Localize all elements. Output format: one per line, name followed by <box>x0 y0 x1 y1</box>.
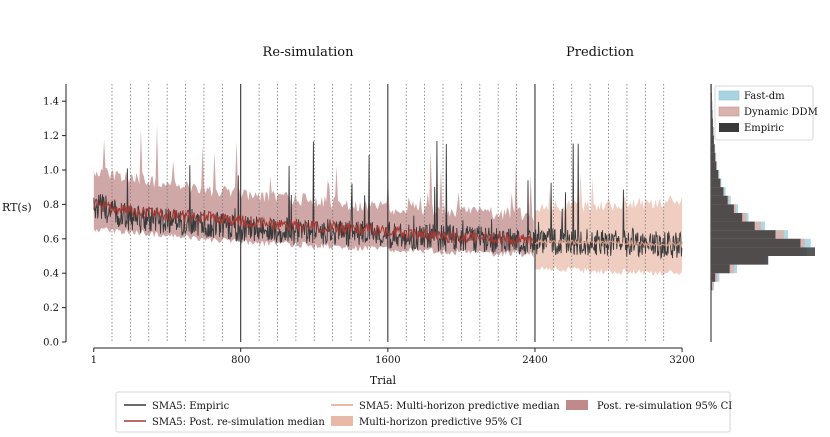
legend-item-pred-ci: Multi-horizon predictive 95% CI <box>331 416 522 428</box>
legend-swatch-resim-ci <box>566 400 588 410</box>
legend-item-pred-median: SMA5: Multi-horizon predictive median <box>331 401 560 412</box>
marginal-bar-empiric-20 <box>711 109 713 119</box>
marginal-bar-empiric-8 <box>711 213 743 222</box>
legend-label-resim-median: SMA5: Post. re-simulation median <box>152 417 325 428</box>
marginal-bar-dynamic_ddm-0 <box>711 281 714 291</box>
x-tick-label-3: 2400 <box>522 355 547 366</box>
series-line-2 <box>534 237 683 248</box>
legend-item-resim-ci: Post. re-simulation 95% CI <box>566 400 732 412</box>
marginal-bar-empiric-21 <box>711 101 713 110</box>
legend-label-resim-ci: Post. re-simulation 95% CI <box>597 401 732 412</box>
legend-swatch-pred-ci <box>331 416 353 426</box>
marginal-bar-empiric-16 <box>711 144 715 153</box>
marginal-bar-empiric-19 <box>711 118 713 127</box>
x-tick-label-1: 800 <box>231 355 250 366</box>
marginal-bar-empiric-13 <box>711 170 719 179</box>
marginal-bar-empiric-14 <box>711 161 717 170</box>
x-tick-label-4: 3200 <box>669 355 694 366</box>
y-tick-label-1: 0.2 <box>43 303 59 314</box>
title-prediction: Prediction <box>566 45 635 60</box>
marginal-bar-empiric-23 <box>711 84 712 93</box>
marginal-label-empiric: Empiric <box>744 123 784 134</box>
marginal-bar-empiric-15 <box>711 152 716 162</box>
legend-label-empiric: SMA5: Empiric <box>152 401 230 412</box>
marginal-bar-empiric-4 <box>711 247 815 256</box>
marginal-bar-empiric-3 <box>711 256 769 265</box>
legend-item-empiric: SMA5: Empiric <box>124 401 230 412</box>
marginal-bar-empiric-5 <box>711 238 801 248</box>
marginal-bar-empiric-22 <box>711 92 712 102</box>
marginal-bar-empiric-1 <box>711 273 716 282</box>
y-tick-label-2: 0.4 <box>43 269 59 280</box>
y-axis-label: RT(s) <box>2 201 32 214</box>
y-tick-label-3: 0.6 <box>43 234 59 245</box>
marginal-bar-empiric-10 <box>711 195 728 205</box>
marginal-swatch-dynamic-ddm <box>718 106 740 117</box>
marginal-bar-empiric-0 <box>711 281 713 291</box>
y-tick-label-6: 1.2 <box>43 131 59 142</box>
legend-item-resim-median: SMA5: Post. re-simulation median <box>124 417 325 428</box>
main-legend: SMA5: Empiric SMA5: Post. re-simulation … <box>115 391 732 433</box>
x-tick-label-0: 1 <box>91 355 97 366</box>
marginal-bar-empiric-7 <box>711 221 755 231</box>
marginal-histogram <box>710 84 815 342</box>
marginal-bar-empiric-2 <box>711 264 730 274</box>
marginal-legend-frame <box>714 85 814 141</box>
series-line-1 <box>93 198 535 246</box>
y-tick-label-5: 1.0 <box>43 166 59 177</box>
marginal-legend: Fast-dm Dynamic DDM Empiric <box>714 85 818 141</box>
series-line-0 <box>93 140 683 260</box>
marginal-bar-empiric-17 <box>711 135 714 145</box>
marginal-swatch-empiric <box>719 123 739 132</box>
marginal-bar-empiric-11 <box>711 187 724 196</box>
marginal-bar-empiric-9 <box>711 204 734 213</box>
main-plot: 0.0 0.2 0.4 0.6 0.8 1.0 1.2 1.4 1 800 1600 2400 3200 <box>43 84 695 366</box>
legend-label-pred-median: SMA5: Multi-horizon predictive median <box>359 401 560 412</box>
title-resimulation: Re-simulation <box>263 45 355 60</box>
legend-label-pred-ci: Multi-horizon predictive 95% CI <box>359 417 522 428</box>
y-tick-label-0: 0.0 <box>43 338 59 349</box>
marginal-label-fast-dm: Fast-dm <box>744 91 785 102</box>
x-tick-label-2: 1600 <box>375 355 400 366</box>
marginal-swatch-fast-dm <box>718 90 740 101</box>
marginal-bar-empiric-18 <box>711 127 714 136</box>
marginal-bar-empiric-6 <box>711 230 776 239</box>
marginal-bar-empiric-12 <box>711 178 721 188</box>
y-tick-label-4: 0.8 <box>43 200 59 211</box>
y-tick-label-7: 1.4 <box>43 97 59 108</box>
x-axis-label: Trial <box>370 374 397 387</box>
marginal-label-dynamic-ddm: Dynamic DDM <box>744 107 818 118</box>
